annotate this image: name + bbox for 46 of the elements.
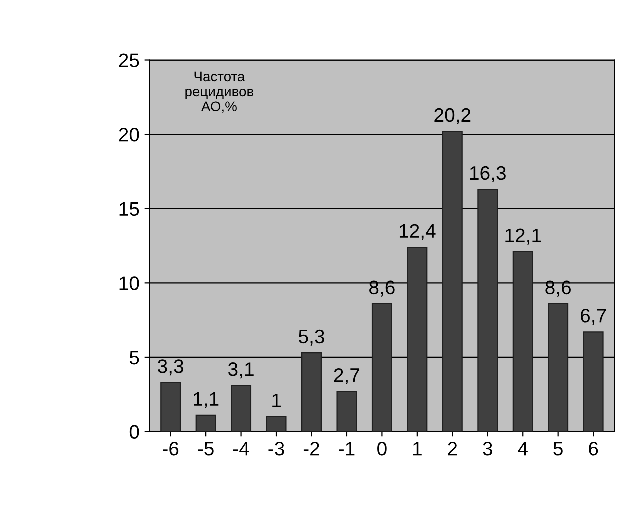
- x-tick-label: -4: [234, 442, 250, 456]
- x-tick-label: 6: [589, 442, 598, 456]
- bar: [442, 131, 463, 432]
- x-tick-label: 1: [414, 442, 422, 456]
- bar: [336, 391, 358, 432]
- bar: [548, 303, 569, 432]
- bar: [372, 303, 392, 432]
- y-tick-label: 20: [119, 128, 140, 142]
- bar: [407, 246, 428, 432]
- bar: [512, 251, 534, 432]
- bar: [160, 382, 182, 432]
- data-label: 12,4: [400, 224, 436, 240]
- data-label: 6,7: [581, 309, 606, 326]
- x-tick-label: 3: [483, 442, 492, 456]
- data-label: 12,1: [506, 228, 542, 245]
- bar: [266, 416, 287, 432]
- annotation: Частота рецидивов АО,%: [186, 72, 254, 114]
- data-label: 8,6: [546, 280, 571, 297]
- data-label: 1,1: [194, 392, 219, 408]
- data-label: 3,1: [228, 362, 254, 379]
- bar: [583, 332, 604, 432]
- y-tick-label: 10: [120, 276, 140, 290]
- x-tick-label: 4: [518, 442, 528, 456]
- y-tick-label: 0: [130, 425, 140, 440]
- y-tick-label: 25: [119, 54, 140, 68]
- x-tick-label: 0: [378, 442, 387, 456]
- data-label: 3,3: [158, 360, 184, 376]
- x-tick-label: -2: [304, 442, 320, 456]
- x-tick-label: 2: [448, 442, 458, 456]
- bar: [478, 188, 498, 432]
- data-label: 2,7: [334, 368, 360, 385]
- x-tick-label: -3: [268, 442, 284, 456]
- y-tick-label: 15: [120, 202, 140, 216]
- x-tick-label: -5: [198, 442, 214, 456]
- x-tick-label: -6: [163, 442, 179, 456]
- bar: [231, 385, 252, 432]
- x-tick-label: 5: [554, 442, 563, 456]
- data-label: 20,2: [434, 108, 471, 124]
- x-tick-label: -1: [339, 442, 355, 456]
- data-label: 8,6: [370, 280, 395, 297]
- data-label: 1: [272, 394, 281, 408]
- bar: [302, 352, 322, 432]
- data-label: 16,3: [470, 166, 506, 182]
- y-tick-label: 5: [130, 351, 140, 365]
- bar: [196, 414, 216, 432]
- data-label: 5,3: [299, 330, 324, 346]
